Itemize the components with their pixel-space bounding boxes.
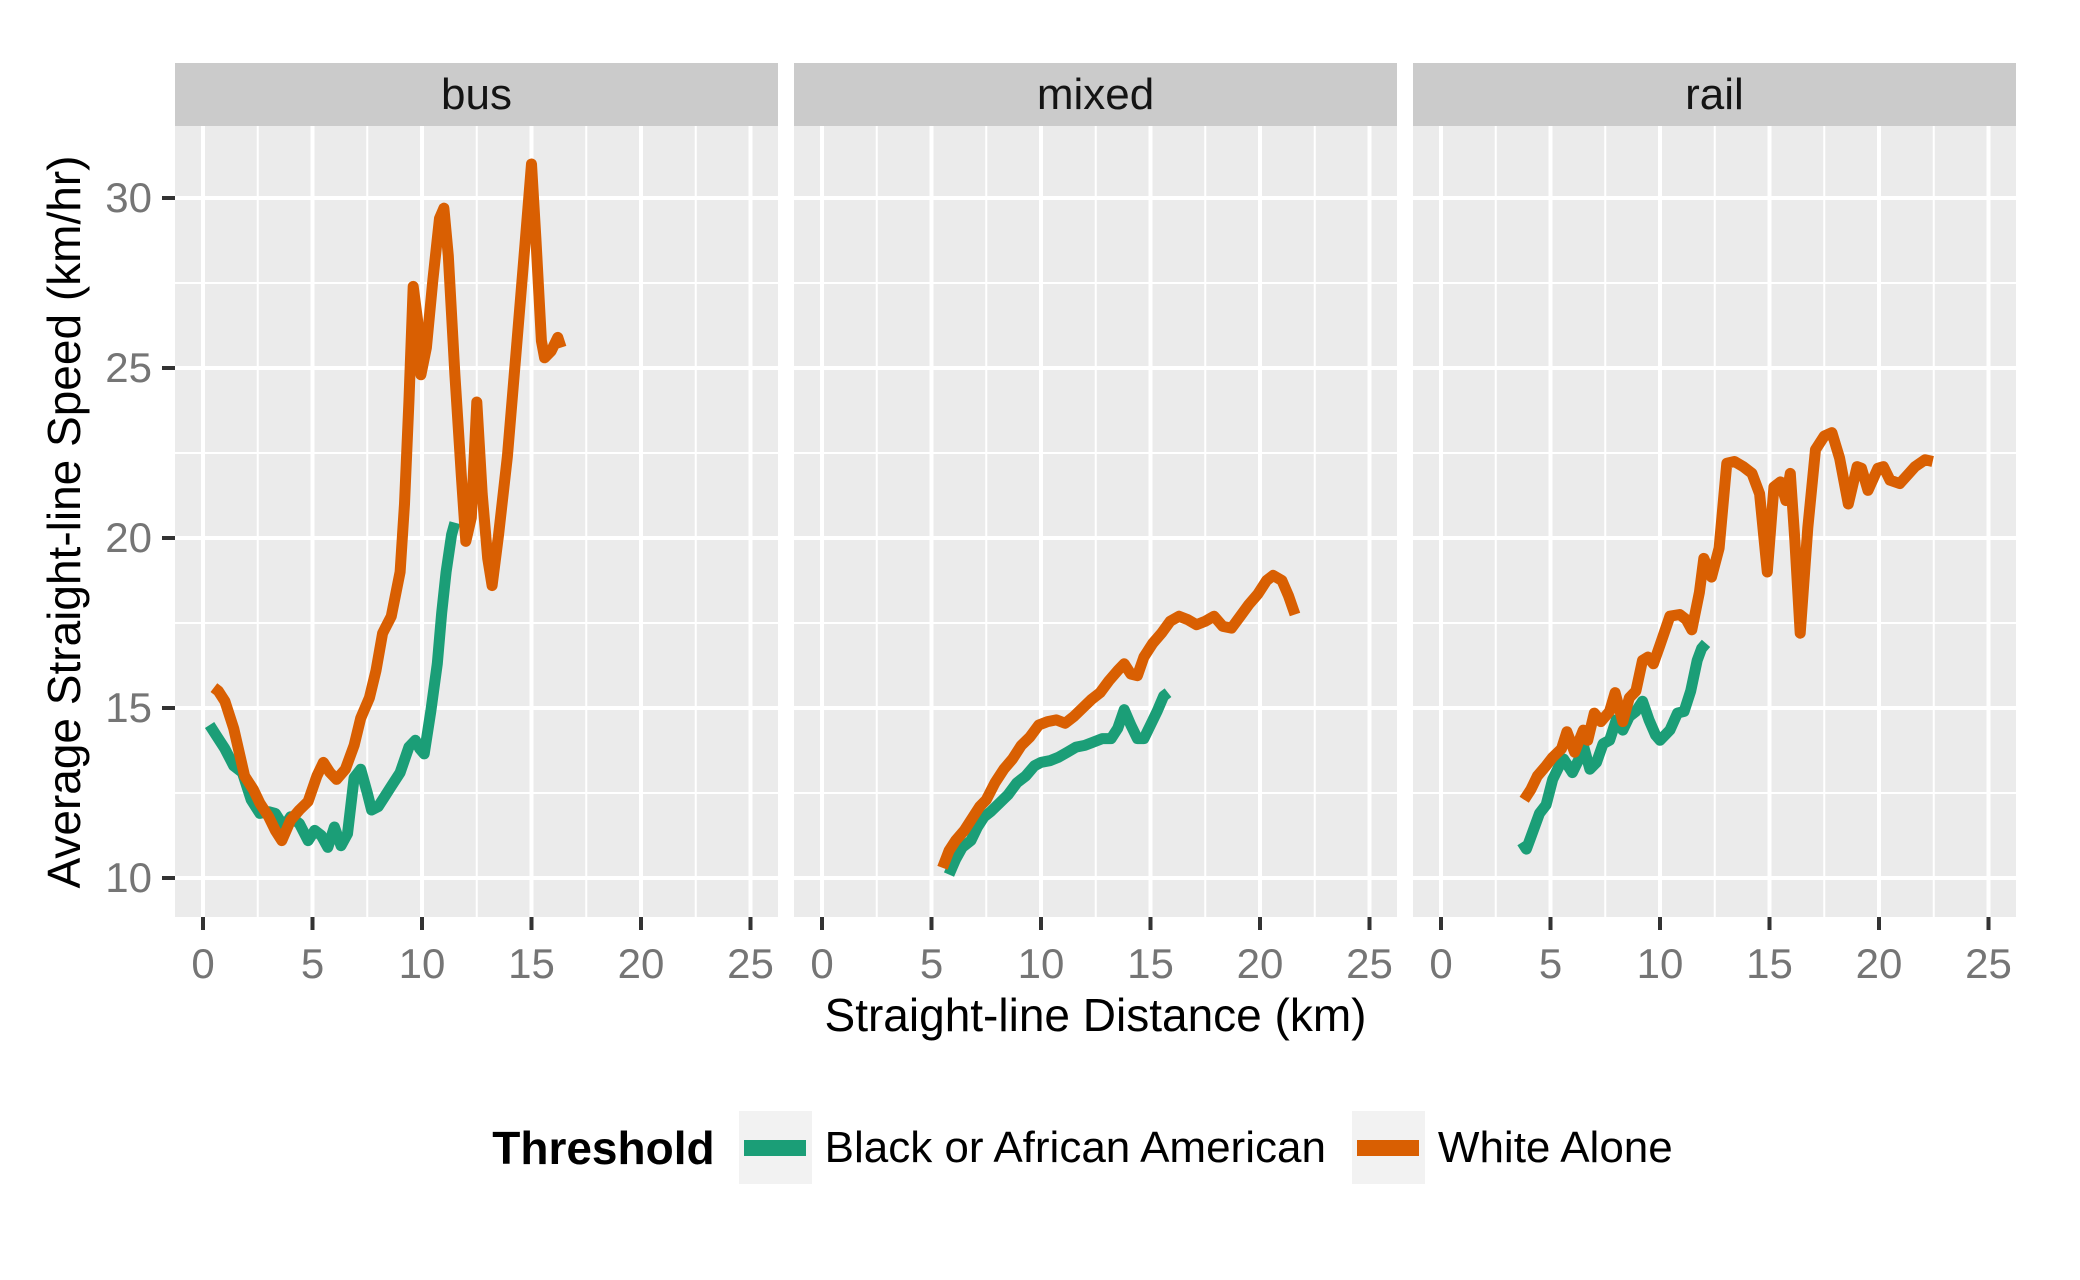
x-tick-label: 0 [1429, 940, 1453, 987]
x-tick-label: 5 [1538, 940, 1563, 987]
legend-swatch-orange-line [1357, 1139, 1420, 1156]
x-tick-label: 5 [300, 940, 325, 987]
series-line-black-or-african-american [943, 688, 1172, 877]
legend-key-black-or-african-american [738, 1111, 812, 1184]
facet-strip-label: rail [1685, 69, 1744, 119]
series-line-white-alone [937, 569, 1301, 870]
x-tick-label: 10 [1636, 940, 1684, 987]
legend: Threshold Black or African American Whit… [175, 1105, 2016, 1190]
legend-label-white-alone: White Alone [1437, 1122, 1673, 1172]
x-tick-label: 15 [1127, 940, 1174, 987]
x-tick-label: 25 [727, 940, 774, 987]
x-tick-label: 15 [1746, 940, 1793, 987]
x-tick-label: 25 [1965, 940, 2012, 987]
legend-swatch-green-line [744, 1139, 807, 1156]
facet-strip-label: bus [441, 69, 512, 119]
legend-key-white-alone [1351, 1111, 1425, 1184]
y-tick-label: 10 [105, 854, 152, 901]
y-tick-label: 15 [105, 684, 152, 731]
x-tick-label: 0 [191, 940, 215, 987]
x-tick-label: 20 [1855, 940, 1903, 987]
facet-strip-bus: bus [175, 63, 778, 126]
y-tick-label: 25 [105, 344, 152, 391]
x-tick-label: 15 [508, 940, 555, 987]
facet-strip-mixed: mixed [794, 63, 1397, 126]
x-tick-label: 0 [810, 940, 834, 987]
series-line-black-or-african-american [1517, 639, 1711, 855]
series-line-black-or-african-american [204, 521, 461, 853]
series-line-white-alone [1519, 427, 1934, 803]
x-tick-label: 5 [919, 940, 944, 987]
y-tick-label: 30 [105, 174, 152, 221]
x-tick-label: 20 [1236, 940, 1284, 987]
legend-label-black-or-african-american: Black or African American [824, 1122, 1326, 1172]
facet-strip-label: mixed [1036, 69, 1155, 119]
series-line-white-alone [210, 158, 567, 847]
x-tick-label: 20 [617, 940, 665, 987]
x-tick-label: 25 [1346, 940, 1393, 987]
x-tick-label: 10 [1017, 940, 1065, 987]
x-tick-label: 10 [398, 940, 446, 987]
x-axis-title: Straight-line Distance (km) [824, 989, 1367, 1041]
facet-strip-rail: rail [1413, 63, 2016, 126]
legend-title: Threshold [492, 1121, 715, 1174]
y-tick-label: 20 [105, 514, 152, 561]
